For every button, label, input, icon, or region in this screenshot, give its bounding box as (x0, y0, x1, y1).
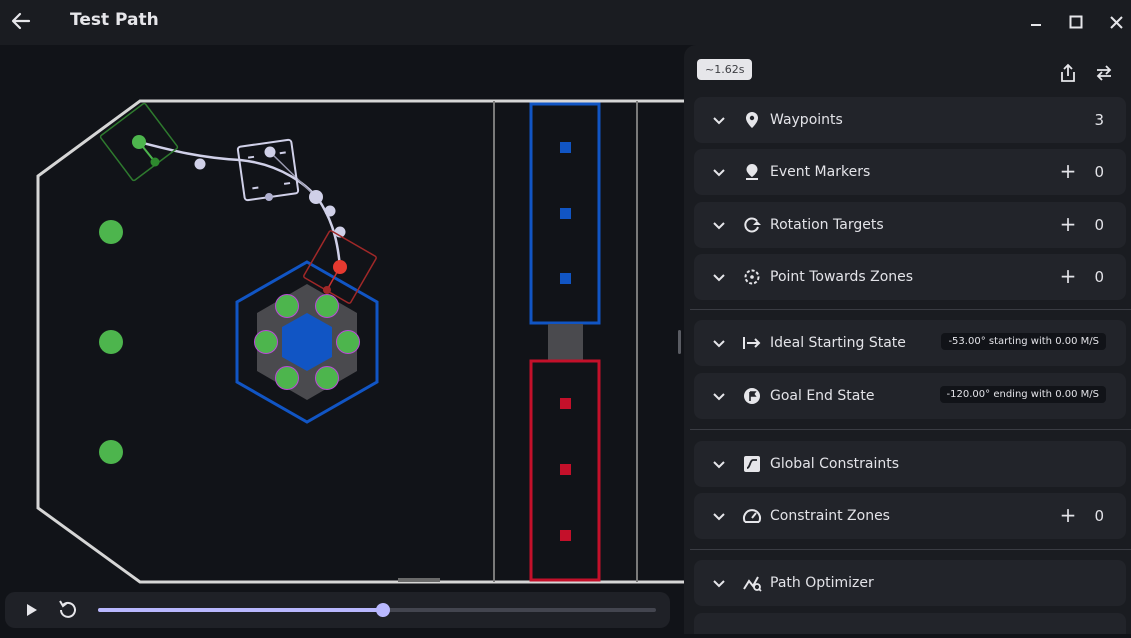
field-boundary (36, 99, 684, 584)
add-rotation-target-button[interactable]: + (1059, 212, 1077, 236)
constraints-icon (741, 453, 763, 475)
add-point-towards-zone-button[interactable]: + (1059, 264, 1077, 288)
chevron-down-icon[interactable] (711, 269, 727, 285)
event-marker-icon (741, 161, 763, 183)
section-label: Constraint Zones (770, 508, 890, 524)
starting-state-badge: -53.00° starting with 0.00 M/S (941, 333, 1106, 350)
section-label: Event Markers (770, 164, 871, 180)
goal-end-state-section[interactable]: Goal End State -120.00° ending with 0.00… (694, 373, 1126, 419)
rotation-target-count: 0 (1094, 216, 1104, 234)
section-label: Rotation Targets (770, 217, 884, 233)
flag-icon (741, 385, 763, 407)
chevron-down-icon[interactable] (711, 164, 727, 180)
optimizer-icon (741, 572, 763, 594)
game-piece (99, 330, 123, 354)
playback-bar (5, 592, 670, 628)
end-state-badge: -120.00° ending with 0.00 M/S (939, 386, 1106, 403)
chevron-down-icon[interactable] (711, 112, 727, 128)
speedometer-icon (741, 505, 763, 527)
red-cage-zone (529, 359, 601, 582)
swap-icon[interactable] (1093, 62, 1115, 84)
rotation-targets-section[interactable]: Rotation Targets + 0 (694, 202, 1126, 248)
close-icon[interactable] (1104, 10, 1128, 34)
path-optimizer-section[interactable]: Path Optimizer (694, 560, 1126, 606)
field-canvas[interactable] (0, 45, 684, 634)
location-pin-icon (741, 109, 763, 131)
constraint-zones-section[interactable]: Constraint Zones + 0 (694, 493, 1126, 539)
waypoints-section[interactable]: Waypoints 3 (694, 97, 1126, 143)
playback-slider[interactable] (98, 603, 656, 617)
mid-waypoint (309, 190, 323, 204)
blue-cage-zone (529, 102, 601, 325)
maximize-icon[interactable] (1064, 10, 1088, 34)
rotation-icon (741, 214, 763, 236)
chevron-down-icon[interactable] (711, 456, 727, 472)
chevron-down-icon[interactable] (711, 508, 727, 524)
game-piece (99, 220, 123, 244)
section-label: Path Optimizer (770, 575, 874, 591)
section-divider (690, 549, 1131, 550)
point-towards-zone-count: 0 (1094, 268, 1104, 286)
title-bar: Test Path (0, 0, 1131, 45)
slider-fill (98, 608, 383, 612)
chevron-down-icon[interactable] (711, 217, 727, 233)
next-section-partial[interactable] (694, 613, 1126, 634)
section-label: Waypoints (770, 112, 843, 128)
section-label: Ideal Starting State (770, 335, 906, 351)
reef (235, 260, 379, 424)
path-settings-panel: ~1.62s Waypoints 3 Event Markers + 0 Rot… (684, 45, 1131, 634)
chevron-down-icon[interactable] (711, 575, 727, 591)
page-title: Test Path (70, 10, 159, 30)
add-event-marker-button[interactable]: + (1059, 159, 1077, 183)
constraint-zone-count: 0 (1094, 507, 1104, 525)
section-divider (690, 309, 1131, 310)
end-waypoint (333, 260, 347, 274)
replay-icon[interactable] (57, 598, 79, 620)
ideal-starting-state-section[interactable]: Ideal Starting State -53.00° starting wi… (694, 320, 1126, 366)
add-constraint-zone-button[interactable]: + (1059, 503, 1077, 527)
section-divider (690, 429, 1131, 430)
point-towards-icon (741, 266, 763, 288)
game-piece (99, 440, 123, 464)
point-towards-zones-section[interactable]: Point Towards Zones + 0 (694, 254, 1126, 300)
section-label: Global Constraints (770, 456, 899, 472)
slider-thumb[interactable] (375, 603, 390, 617)
section-label: Goal End State (770, 388, 875, 404)
section-label: Point Towards Zones (770, 269, 914, 285)
start-state-icon (741, 332, 763, 354)
play-icon[interactable] (21, 600, 41, 620)
control-point (324, 205, 336, 217)
time-estimate-chip: ~1.62s (697, 59, 753, 80)
event-markers-section[interactable]: Event Markers + 0 (694, 149, 1126, 195)
waypoint-count: 3 (1094, 111, 1104, 129)
global-constraints-section[interactable]: Global Constraints (694, 441, 1126, 487)
control-point (194, 158, 206, 170)
start-waypoint (132, 135, 146, 149)
chevron-down-icon[interactable] (711, 335, 727, 351)
minimize-icon[interactable] (1024, 10, 1048, 34)
control-point (265, 193, 273, 201)
control-point (264, 146, 276, 158)
path-curve (138, 140, 342, 268)
panel-resize-handle[interactable] (678, 330, 681, 354)
event-marker-count: 0 (1094, 163, 1104, 181)
share-icon[interactable] (1057, 62, 1079, 84)
chevron-down-icon[interactable] (711, 388, 727, 404)
back-arrow-icon[interactable] (8, 8, 34, 34)
